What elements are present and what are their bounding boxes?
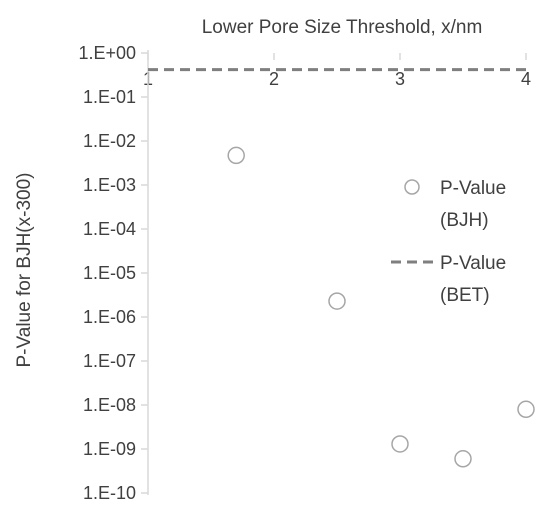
bjh-data-point (517, 400, 535, 419)
bjh-data-point (328, 292, 346, 310)
bjh-data-point (454, 450, 472, 468)
y-tick-label: 1.E-06 (83, 307, 136, 327)
legend-label-bet-line1: P-Value (440, 253, 506, 274)
bjh-data-point (227, 146, 245, 165)
y-tick-label: 1.E-01 (83, 87, 136, 107)
y-tick-label: 1.E-03 (83, 175, 136, 195)
y-axis-ticks: 1.E+00 1.E-01 1.E-02 1.E-03 1.E-04 1.E-05 1.E-… (78, 43, 148, 503)
series-layer (148, 68, 535, 468)
legend: P-Value (BJH) P-Value (BET) (391, 178, 506, 306)
y-tick-label: 1.E+00 (78, 43, 136, 63)
legend-label-bjh-line1: P-Value (440, 178, 506, 199)
y-axis-title: P-Value for BJH(x-300) (14, 173, 35, 368)
y-tick-label: 1.E-05 (83, 263, 136, 283)
bjh-data-point (391, 435, 409, 453)
y-tick-label: 1.E-02 (83, 131, 136, 151)
y-tick-label: 1.E-07 (83, 351, 136, 371)
legend-label-bjh-line2: (BJH) (440, 210, 489, 231)
legend-label-bet-line2: (BET) (440, 285, 490, 306)
x-tick-label: 2 (269, 69, 279, 89)
x-axis-title: Lower Pore Size Threshold, x/nm (202, 17, 483, 38)
y-tick-label: 1.E-10 (83, 483, 136, 503)
x-tick-label: 3 (395, 69, 405, 89)
y-tick-label: 1.E-04 (83, 219, 136, 239)
legend-marker-bjh (404, 179, 420, 195)
x-tick-label: 4 (521, 69, 531, 89)
y-tick-label: 1.E-09 (83, 439, 136, 459)
y-tick-label: 1.E-08 (83, 395, 136, 415)
